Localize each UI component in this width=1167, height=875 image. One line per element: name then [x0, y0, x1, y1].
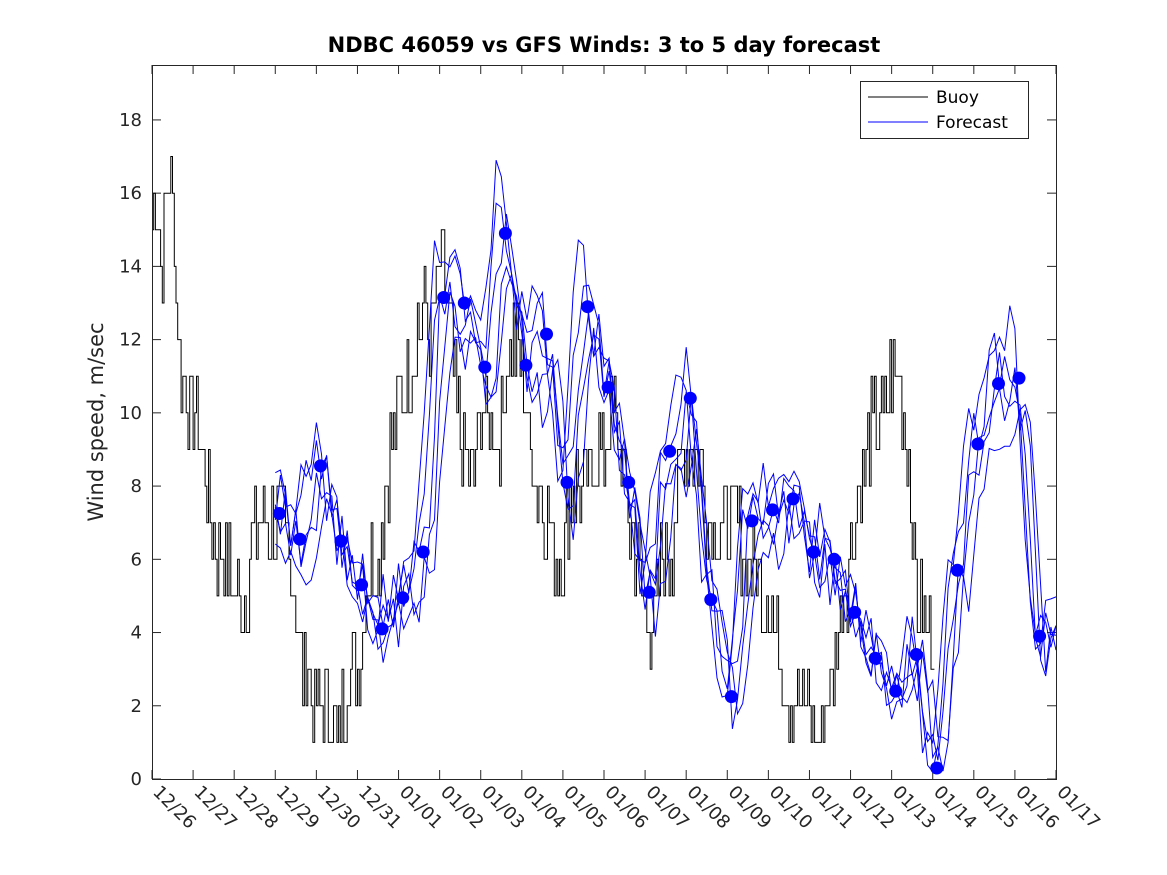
forecast-point [601, 380, 615, 394]
y-tick-label: 6 [131, 549, 142, 570]
legend: Buoy Forecast [860, 81, 1029, 139]
forecast-point [971, 437, 985, 451]
forecast-point [766, 503, 779, 517]
forecast-point [827, 552, 841, 566]
forecast-point [622, 475, 636, 489]
forecast-line [274, 213, 1057, 761]
forecast-point [786, 492, 800, 506]
forecast-markers [272, 226, 1047, 775]
forecast-point [540, 327, 553, 341]
forecast-point [848, 605, 862, 619]
forecast-point [807, 545, 821, 559]
y-tick-label: 4 [131, 623, 142, 644]
y-tick-label: 0 [131, 769, 142, 790]
forecast-point [314, 459, 327, 473]
forecast-point [745, 514, 759, 528]
forecast-point [396, 591, 410, 605]
forecast-point [992, 377, 1005, 391]
forecast-point [293, 532, 307, 546]
y-tick-label: 8 [131, 476, 142, 497]
forecast-point [581, 300, 595, 314]
forecast-point [272, 507, 286, 520]
forecast-point [683, 391, 697, 405]
legend-forecast-label: Forecast [936, 113, 1008, 133]
y-tick-label: 12 [119, 330, 142, 351]
forecast-line [274, 272, 1057, 742]
forecast-point [1033, 629, 1047, 643]
forecast-point [930, 761, 944, 775]
forecast-point [457, 296, 471, 310]
legend-box [860, 81, 1029, 139]
y-axis-ticks: 0 2 4 6 8 10 12 14 16 18 [119, 110, 1056, 790]
series-layer [152, 156, 1057, 773]
forecast-point [560, 475, 574, 489]
y-tick-label: 16 [119, 183, 142, 204]
y-tick-label: 10 [119, 403, 142, 424]
forecast-point [868, 651, 882, 665]
forecast-point [1012, 371, 1026, 385]
forecast-point [663, 444, 677, 458]
forecast-point [416, 545, 430, 559]
y-axis-label: Wind speed, m/sec [84, 322, 108, 521]
plot-frame [152, 65, 1057, 780]
legend-buoy-label: Buoy [936, 88, 979, 108]
forecast-point [478, 360, 492, 374]
y-tick-label: 14 [119, 256, 142, 277]
forecast-point [950, 563, 964, 577]
forecast-point [498, 226, 512, 240]
forecast-point [909, 648, 923, 661]
buoy-line [152, 156, 935, 743]
chart-title: NDBC 46059 vs GFS Winds: 3 to 5 day fore… [328, 33, 881, 57]
forecast-point [642, 585, 656, 599]
y-tick-label: 18 [119, 110, 142, 131]
y-tick-label: 2 [131, 696, 142, 717]
forecast-point [519, 358, 533, 372]
forecast-point [355, 578, 369, 592]
forecast-point [889, 684, 903, 698]
forecast-point [334, 534, 348, 548]
forecast-point [437, 291, 451, 304]
forecast-point [704, 593, 718, 607]
forecast-line [274, 265, 1057, 772]
forecast-point [724, 690, 738, 704]
forecast-line [275, 160, 1057, 754]
forecast-point [375, 622, 389, 636]
